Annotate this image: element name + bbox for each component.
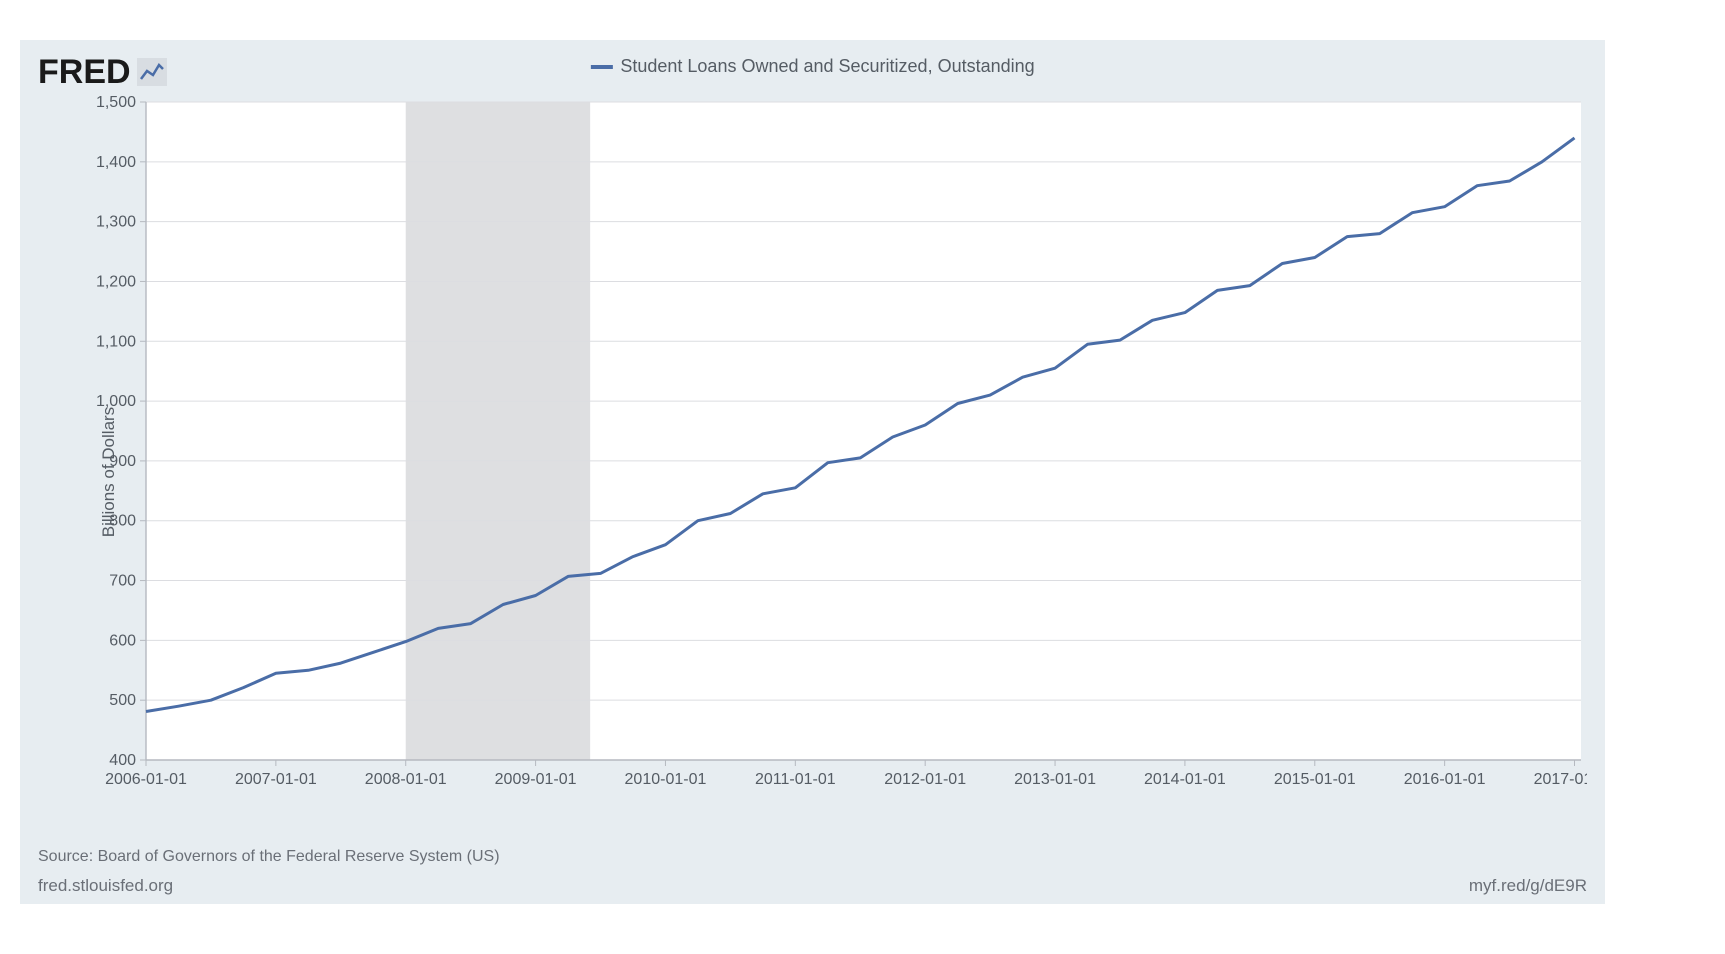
svg-text:2016-01-01: 2016-01-01: [1404, 771, 1486, 788]
svg-text:400: 400: [109, 752, 136, 769]
svg-text:2012-01-01: 2012-01-01: [884, 771, 966, 788]
svg-text:1,200: 1,200: [96, 273, 136, 290]
svg-text:2014-01-01: 2014-01-01: [1144, 771, 1226, 788]
footer-bottom-row: fred.stlouisfed.org myf.red/g/dE9R: [38, 876, 1587, 896]
chart-legend: Student Loans Owned and Securitized, Out…: [590, 56, 1034, 77]
svg-text:800: 800: [109, 513, 136, 530]
svg-text:1,100: 1,100: [96, 333, 136, 350]
svg-text:2009-01-01: 2009-01-01: [495, 771, 577, 788]
svg-text:1,300: 1,300: [96, 214, 136, 231]
svg-text:1,000: 1,000: [96, 393, 136, 410]
svg-text:2006-01-01: 2006-01-01: [105, 771, 187, 788]
chart-svg: 400 500 600 700 800 900 1,000 1,100 1,200 1,300 1,…: [90, 96, 1587, 794]
svg-text:2015-01-01: 2015-01-01: [1274, 771, 1356, 788]
svg-text:2017-01-01: 2017-01-01: [1534, 771, 1587, 788]
svg-text:600: 600: [109, 632, 136, 649]
svg-text:2013-01-01: 2013-01-01: [1014, 771, 1096, 788]
fred-logo-icon: [137, 58, 167, 86]
header-row: FRED Student Loans Owned and Securitized…: [38, 50, 1587, 94]
fred-logo-text: FRED: [38, 53, 131, 92]
footer-source: Source: Board of Governors of the Federa…: [38, 848, 1587, 866]
svg-text:1,500: 1,500: [96, 96, 136, 111]
footer-site: fred.stlouisfed.org: [38, 876, 173, 896]
svg-text:500: 500: [109, 692, 136, 709]
svg-text:700: 700: [109, 573, 136, 590]
svg-text:2008-01-01: 2008-01-01: [365, 771, 447, 788]
chart-footer: Source: Board of Governors of the Federa…: [38, 848, 1587, 896]
svg-text:2010-01-01: 2010-01-01: [625, 771, 707, 788]
legend-swatch: [590, 65, 612, 69]
plot-area: 400 500 600 700 800 900 1,000 1,100 1,200 1,300 1,…: [90, 96, 1587, 794]
legend-label: Student Loans Owned and Securitized, Out…: [620, 56, 1034, 77]
svg-text:2007-01-01: 2007-01-01: [235, 771, 317, 788]
footer-shortlink: myf.red/g/dE9R: [1469, 876, 1587, 896]
fred-logo: FRED: [38, 53, 167, 92]
svg-text:900: 900: [109, 453, 136, 470]
svg-text:1,400: 1,400: [96, 154, 136, 171]
chart-container: FRED Student Loans Owned and Securitized…: [20, 40, 1605, 904]
svg-text:2011-01-01: 2011-01-01: [755, 771, 836, 788]
